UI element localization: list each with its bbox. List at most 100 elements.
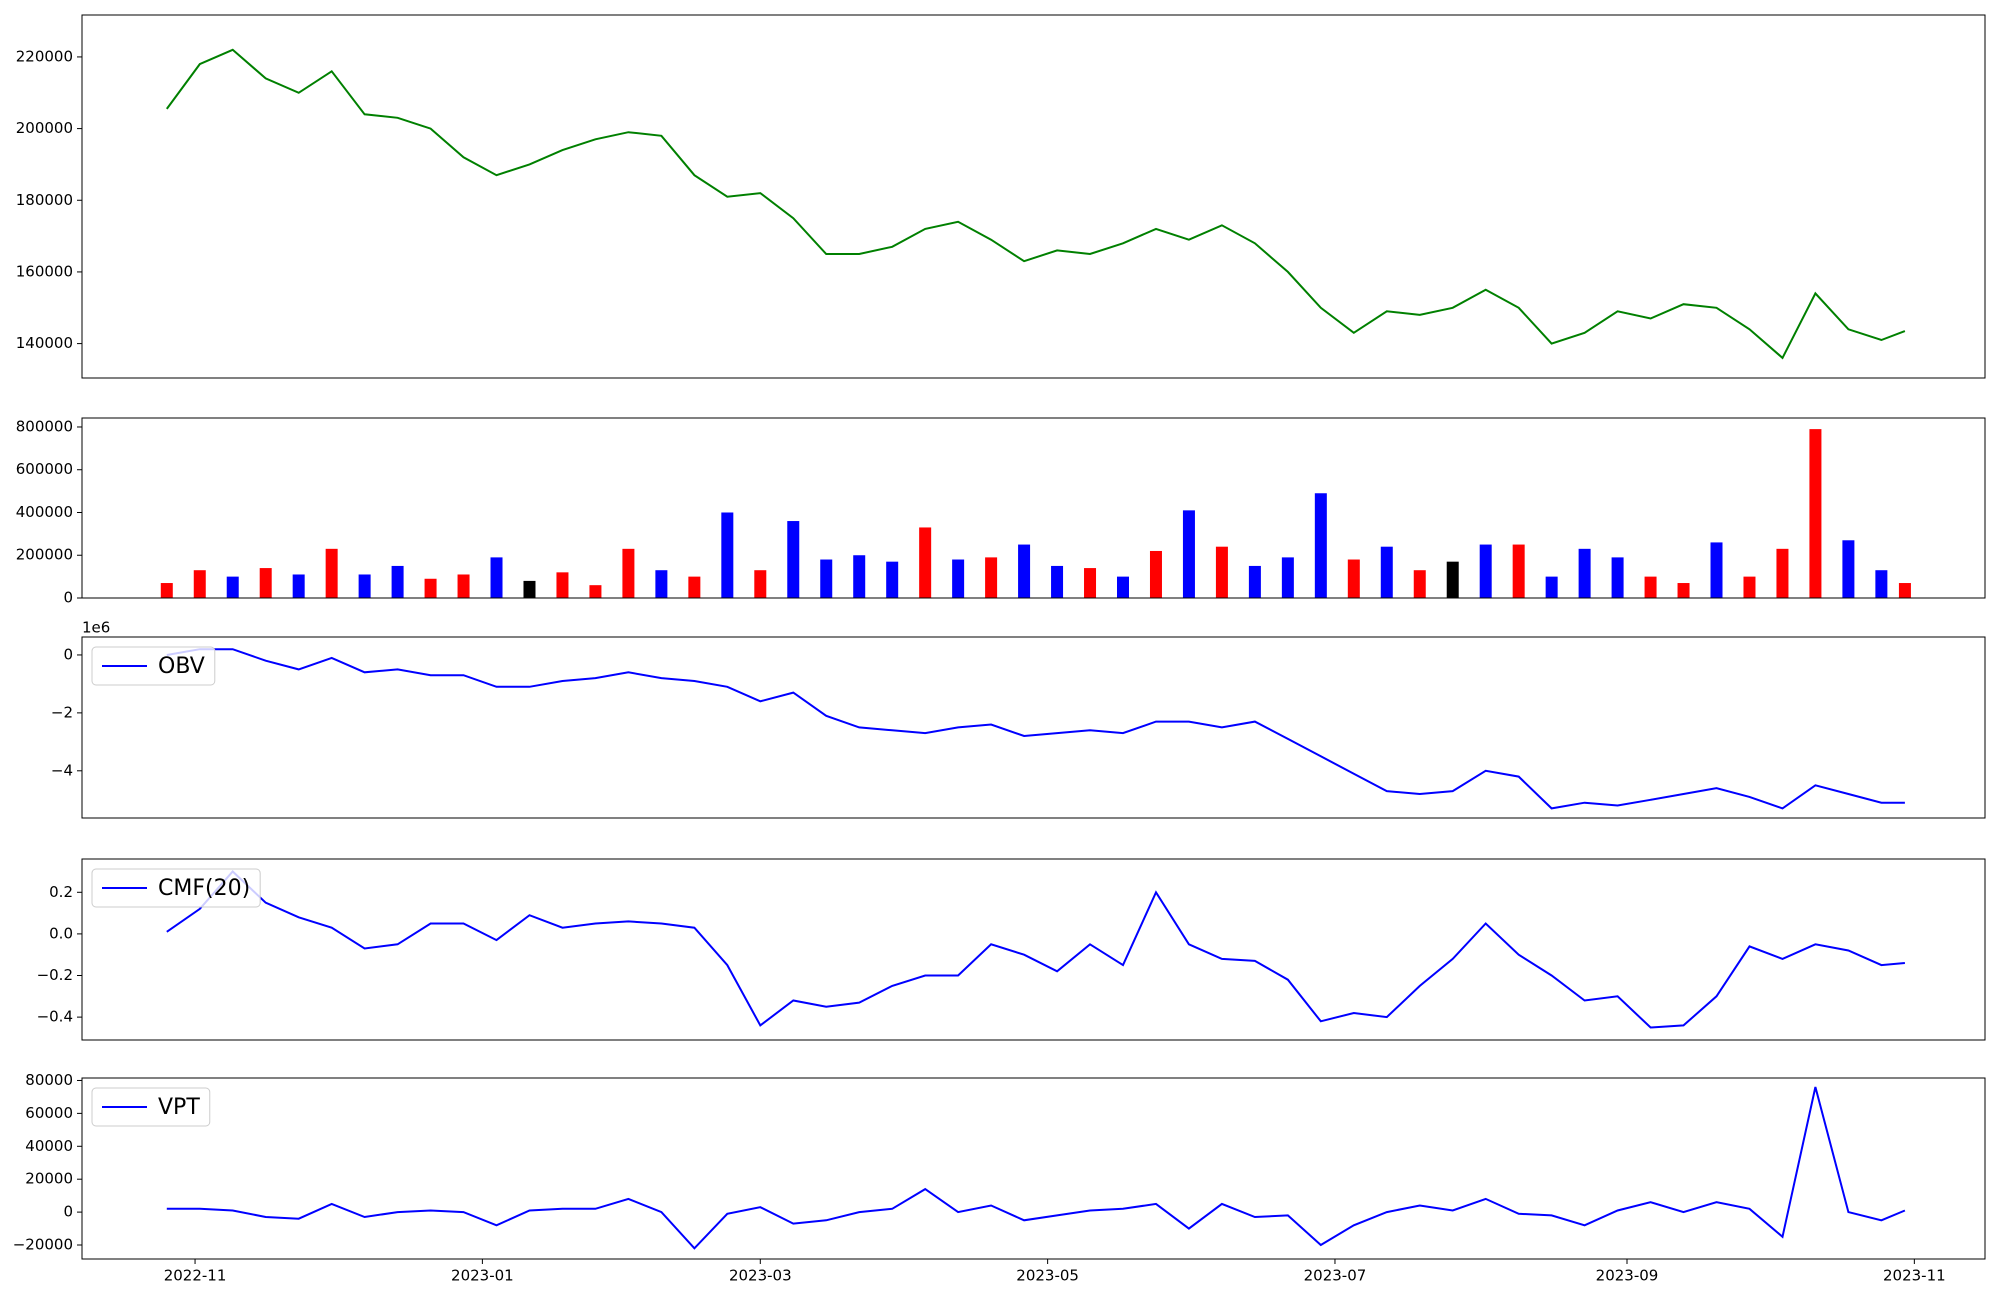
bar [886,561,899,598]
legend-label: OBV [158,654,205,679]
bar [820,559,833,598]
bar [853,555,866,598]
y-tick-label: −4 [51,761,73,779]
bar [1215,546,1228,598]
bar [985,557,998,598]
x-tick-label: 2023-03 [729,1267,792,1285]
bar [1611,557,1624,598]
bar [655,570,668,598]
legend-box [91,1087,211,1127]
bar [457,574,470,598]
line [165,48,1906,360]
y-tick-label: 200000 [16,546,73,564]
bar [160,583,173,598]
y-tick-label: 0 [63,589,73,607]
y-tick-label: 600000 [16,460,73,478]
bar [1314,493,1327,598]
line [166,1086,1906,1250]
bar [358,574,371,598]
bar [325,548,338,598]
y-tick-label: 0 [63,645,73,663]
legend: VPT [91,1087,211,1127]
y-tick-label: 800000 [16,417,73,435]
bar [424,578,437,598]
legend: OBV [91,646,216,686]
bar [1809,429,1822,598]
y-tick-label: −2 [51,703,73,721]
bar [1743,576,1756,598]
bar [490,557,503,598]
legend-box [91,646,216,686]
legend-label: VPT [158,1095,200,1120]
bar [622,548,635,598]
bar [1875,570,1888,598]
y-tick-label: 180000 [16,191,73,209]
y-tick-label: 60000 [25,1104,73,1122]
bar [721,512,734,598]
bar [1084,568,1097,598]
y-tick-label: 200000 [16,119,73,137]
y-tick-label: 160000 [16,262,73,280]
line [166,648,1905,810]
y-tick-label: −0.4 [37,1008,73,1026]
bar [1578,548,1591,598]
bar [1347,559,1360,598]
bar [787,521,800,598]
axes-frame [81,14,1986,379]
x-tick-label: 2023-01 [451,1267,514,1285]
x-tick-label: 2023-07 [1304,1267,1367,1285]
bar [1677,583,1690,598]
bar [1776,548,1789,598]
bar [1051,565,1064,598]
bar [1842,540,1855,598]
bar [1512,544,1525,598]
bar [1182,510,1195,598]
y-tick-label: 0 [63,1203,73,1221]
y-tick-label: −0.2 [37,966,73,984]
y-tick-label: −20000 [13,1236,73,1254]
bar [1116,576,1129,598]
bar [589,585,602,598]
bar [1149,550,1162,598]
y-tick-label: 80000 [25,1071,73,1089]
bar [1898,583,1911,598]
x-tick-label: 2023-05 [1016,1267,1079,1285]
bar [1479,544,1492,598]
y-tick-label: 0.2 [49,883,73,901]
legend-label: CMF(20) [158,876,250,901]
bar [193,570,206,598]
bar [259,568,272,598]
axes-frame [81,636,1986,819]
axes-frame [81,1077,1986,1260]
line [166,870,1905,1029]
bar [919,527,932,598]
x-tick-label: 2022-11 [164,1267,227,1285]
bar [1413,570,1426,598]
y-tick-label: 140000 [16,334,73,352]
y-tick-label: 220000 [16,47,73,65]
bar [1018,544,1031,598]
legend: CMF(20) [91,868,261,908]
x-tick-label: 2023-11 [1883,1267,1946,1285]
bar [1644,576,1657,598]
bar [292,574,305,598]
bar [754,570,767,598]
bar [391,565,404,598]
bar [952,559,965,598]
axes-frame [81,417,1986,599]
bar [1281,557,1294,598]
y-tick-label: 0.0 [49,924,73,942]
bar [1710,542,1723,598]
bar [1380,546,1393,598]
y-tick-label: 20000 [25,1170,73,1188]
offset-text: 1e6 [82,619,110,637]
bar [556,572,569,598]
bar [688,576,701,598]
y-tick-label: 400000 [16,503,73,521]
bar [1446,561,1459,598]
axes-frame [81,858,1986,1041]
bar [1545,576,1558,598]
bar [1248,565,1261,598]
x-tick-label: 2023-09 [1596,1267,1659,1285]
